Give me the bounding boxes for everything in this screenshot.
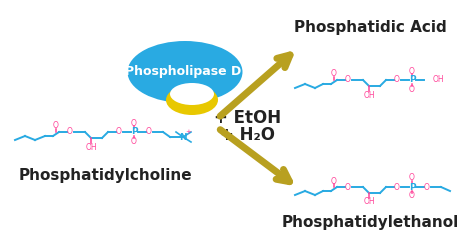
Text: O: O	[424, 183, 430, 192]
Text: O: O	[131, 136, 137, 145]
Text: P: P	[409, 75, 415, 84]
Text: O: O	[409, 84, 415, 93]
Text: O: O	[331, 176, 337, 185]
Text: O: O	[345, 183, 351, 192]
Text: O: O	[409, 67, 415, 75]
Text: O: O	[116, 128, 122, 136]
Text: OH: OH	[363, 91, 375, 100]
Text: OH: OH	[85, 142, 97, 152]
Text: Phospholipase D: Phospholipase D	[125, 65, 241, 79]
Text: O: O	[394, 183, 400, 192]
Text: O: O	[331, 70, 337, 79]
Text: O: O	[345, 75, 351, 84]
Text: O: O	[146, 128, 152, 136]
Text: P: P	[131, 128, 137, 136]
Text: O: O	[67, 128, 73, 136]
Text: O: O	[394, 75, 400, 84]
Text: O: O	[53, 122, 59, 131]
Text: + EtOH: + EtOH	[214, 109, 282, 127]
Ellipse shape	[166, 85, 218, 115]
Text: O: O	[131, 119, 137, 128]
Ellipse shape	[170, 83, 214, 105]
Text: Phosphatidylethanol: Phosphatidylethanol	[282, 215, 459, 230]
Text: O: O	[409, 173, 415, 183]
Text: Phosphatidylcholine: Phosphatidylcholine	[18, 168, 192, 183]
Text: Phosphatidic Acid: Phosphatidic Acid	[293, 20, 447, 35]
Text: O: O	[409, 192, 415, 201]
Text: OH: OH	[433, 75, 445, 84]
Text: + H₂O: + H₂O	[220, 126, 275, 144]
Text: P: P	[409, 183, 415, 192]
Text: N: N	[179, 132, 187, 142]
Ellipse shape	[128, 41, 243, 103]
Text: OH: OH	[363, 197, 375, 206]
Text: +: +	[185, 129, 191, 135]
